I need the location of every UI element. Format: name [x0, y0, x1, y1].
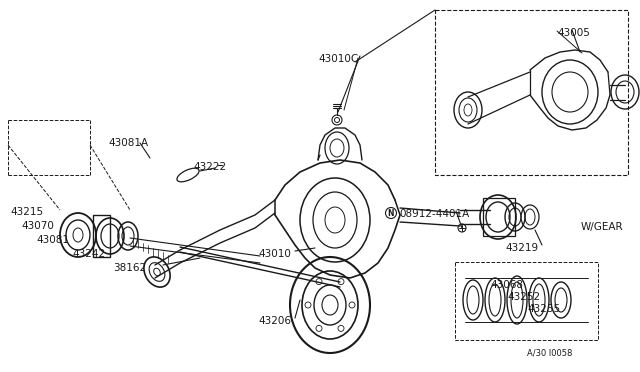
Text: 08912-4401A: 08912-4401A: [399, 209, 469, 219]
Text: 43081: 43081: [36, 235, 69, 245]
Text: 43242: 43242: [72, 249, 105, 259]
Text: 43081A: 43081A: [108, 138, 148, 148]
Text: 38162: 38162: [113, 263, 146, 273]
Text: 43010: 43010: [258, 249, 291, 259]
Text: W/GEAR: W/GEAR: [581, 222, 623, 232]
Text: 43219: 43219: [505, 243, 538, 253]
Text: 43070: 43070: [21, 221, 54, 231]
Text: 43222: 43222: [193, 162, 226, 172]
Text: 43255: 43255: [527, 304, 560, 314]
Text: 43005: 43005: [557, 28, 590, 38]
Text: 43252: 43252: [507, 292, 540, 302]
Text: 43215: 43215: [10, 207, 43, 217]
Text: A/30 l0058: A/30 l0058: [527, 348, 572, 357]
Text: N: N: [388, 208, 394, 218]
Bar: [435, 10, 628, 175]
Text: 43206: 43206: [258, 316, 291, 326]
Bar: [455, 262, 598, 340]
Text: 43010C: 43010C: [318, 54, 358, 64]
Text: 43068: 43068: [490, 280, 523, 290]
